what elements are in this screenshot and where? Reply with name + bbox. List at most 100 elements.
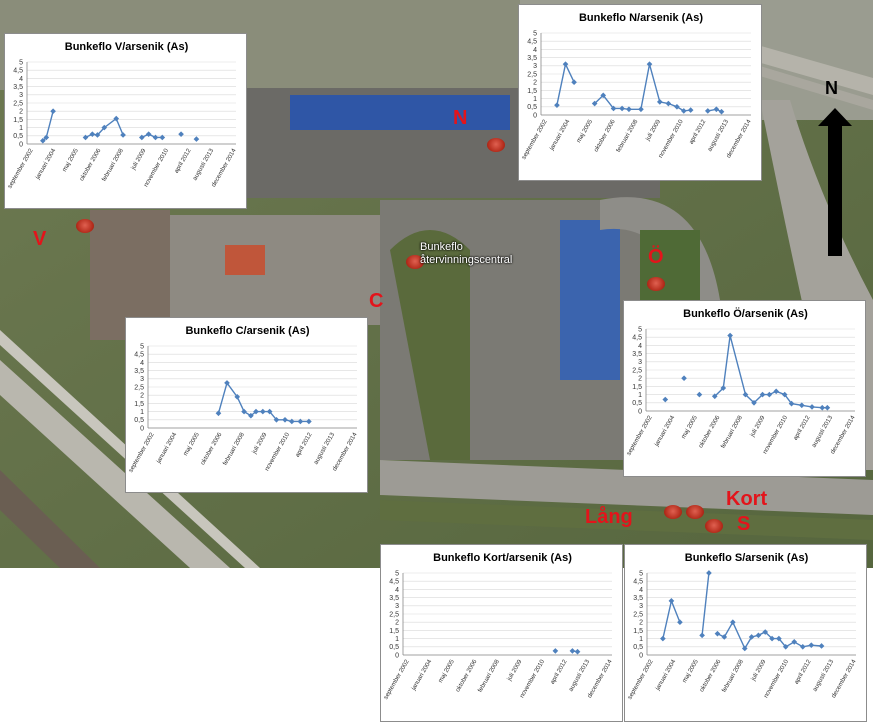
- x-tick-label: november 2010: [143, 147, 171, 188]
- x-tick-label: juli 2009: [250, 431, 268, 456]
- data-point: [798, 402, 805, 409]
- data-point: [138, 134, 145, 141]
- x-tick-label: januari 2004: [654, 658, 678, 692]
- x-tick-label: augusti 2013: [810, 414, 834, 449]
- data-point: [769, 635, 775, 642]
- x-tick-label: september 2002: [626, 658, 655, 701]
- x-tick-label: oktober 2006: [199, 431, 223, 466]
- x-tick-label: juli 2009: [749, 658, 767, 683]
- chart-kort: Bunkeflo Kort/arsenik (As) 00,511,52 2,533…: [382, 552, 614, 701]
- x-tick-label: maj 2005: [680, 414, 699, 440]
- series-line: [217, 381, 309, 423]
- x-tick-label: februari 2008: [101, 147, 126, 183]
- data-point: [306, 418, 312, 425]
- series-line: [714, 335, 828, 409]
- data-point: [145, 131, 152, 137]
- data-point: [619, 105, 625, 112]
- data-point: [668, 598, 675, 604]
- place-name-line2: återvinningscentral: [420, 254, 513, 266]
- y-tick-label: 1,5: [389, 628, 399, 635]
- x-tick-label: januari 2004: [653, 414, 677, 448]
- data-point: [101, 124, 108, 131]
- data-point: [727, 332, 733, 339]
- x-tick-label: november 2010: [763, 658, 791, 699]
- y-tick-label: 4,5: [632, 335, 642, 342]
- data-point: [215, 410, 222, 417]
- chart-n: Bunkeflo N/arsenik (As)00,511,522,533,54…: [520, 12, 753, 161]
- y-tick-label: 3: [533, 63, 537, 70]
- sample-point-o-marker: [647, 277, 665, 291]
- series-line: [662, 598, 681, 639]
- y-tick-label: 3,5: [389, 595, 399, 602]
- x-tick-label: juli 2009: [505, 658, 523, 683]
- chart-panel-o: Bunkeflo Ö/arsenik (As) 0 0,5 1 1,5 2 2,5 3 3,5 4…: [623, 300, 866, 477]
- y-tick-label: 1: [395, 636, 399, 643]
- y-tick-label: 0: [140, 425, 144, 432]
- x-tick-label: april 2012: [173, 147, 193, 175]
- x-tick-label: februari 2008: [615, 118, 640, 154]
- y-tick-label: 2: [638, 376, 642, 383]
- chart-title: Bunkeflo S/arsenik (As): [685, 552, 809, 564]
- x-tick-label: september 2002: [625, 414, 654, 457]
- y-tick-label: 1: [638, 392, 642, 399]
- y-tick-label: 4,5: [633, 579, 643, 586]
- y-tick-label: 0: [395, 652, 399, 659]
- data-point: [819, 404, 826, 411]
- y-tick-label: 2: [19, 109, 23, 116]
- y-tick-label: 1,5: [527, 88, 537, 95]
- sample-point-c-marker: [406, 255, 424, 269]
- x-tick-label: april 2012: [793, 658, 813, 686]
- x-tick-label: september 2002: [6, 147, 35, 190]
- data-point: [809, 404, 815, 410]
- y-tick-label: 2: [395, 620, 399, 627]
- map-label-c: C: [369, 290, 384, 312]
- y-tick-label: 4,5: [389, 579, 399, 586]
- data-point: [626, 106, 632, 113]
- y-tick-label: 4: [19, 76, 23, 83]
- series-line: [701, 572, 710, 636]
- x-tick-label: november 2010: [762, 414, 790, 455]
- x-tick-label: februari 2008: [720, 414, 745, 450]
- y-tick-label: 2,5: [632, 367, 642, 374]
- y-tick-label: 0: [638, 408, 642, 415]
- chart-c: Bunkeflo C/arsenik (As)00,511,522,533,54…: [127, 325, 359, 474]
- y-tick-label: 0: [533, 112, 537, 119]
- x-tick-label: juli 2009: [644, 118, 662, 143]
- sample-point-v-marker: [76, 219, 94, 233]
- x-tick-label: februari 2008: [222, 431, 247, 467]
- data-point: [656, 99, 663, 105]
- data-point: [89, 131, 96, 137]
- map-label-v: V: [33, 228, 47, 250]
- x-tick-label: april 2012: [294, 431, 314, 459]
- chart-title: Bunkeflo C/arsenik (As): [185, 325, 309, 337]
- y-tick-label: 2,5: [13, 100, 23, 107]
- chart-s: Bunkeflo S/arsenik (As)00,511,522,533,54…: [626, 552, 858, 701]
- y-tick-label: 3: [639, 603, 643, 610]
- sample-point-kort-marker: [686, 505, 704, 519]
- data-point: [113, 115, 120, 122]
- y-tick-label: 5: [140, 343, 144, 350]
- chart-v: Bunkeflo V/arsenik (As)00,511,522,533,54…: [6, 41, 238, 190]
- chart-panel-c: Bunkeflo C/arsenik (As) 0 0,5 1 1,5 2 2,5 3 3,5 4…: [125, 317, 368, 493]
- y-tick-label: 1,5: [13, 117, 23, 124]
- x-tick-label: maj 2005: [437, 658, 456, 684]
- x-tick-label: november 2010: [519, 658, 547, 699]
- data-point: [82, 134, 89, 141]
- data-point: [824, 404, 831, 411]
- x-tick-label: april 2012: [792, 414, 812, 442]
- data-point: [773, 388, 780, 395]
- y-tick-label: 3,5: [632, 351, 642, 358]
- y-tick-label: 3: [19, 92, 23, 99]
- data-point: [241, 408, 247, 415]
- y-tick-label: 4: [533, 47, 537, 54]
- x-tick-label: januari 2004: [410, 658, 434, 692]
- x-tick-label: april 2012: [549, 658, 569, 686]
- place-name: Bunkeflo återvinningscentral: [420, 241, 512, 267]
- x-tick-label: januari 2004: [155, 431, 179, 465]
- x-tick-label: augusti 2013: [567, 658, 591, 693]
- y-tick-label: 2: [140, 393, 144, 400]
- x-tick-label: september 2002: [382, 658, 411, 701]
- data-point: [234, 394, 241, 400]
- x-tick-label: april 2012: [688, 118, 708, 146]
- data-point: [297, 418, 304, 425]
